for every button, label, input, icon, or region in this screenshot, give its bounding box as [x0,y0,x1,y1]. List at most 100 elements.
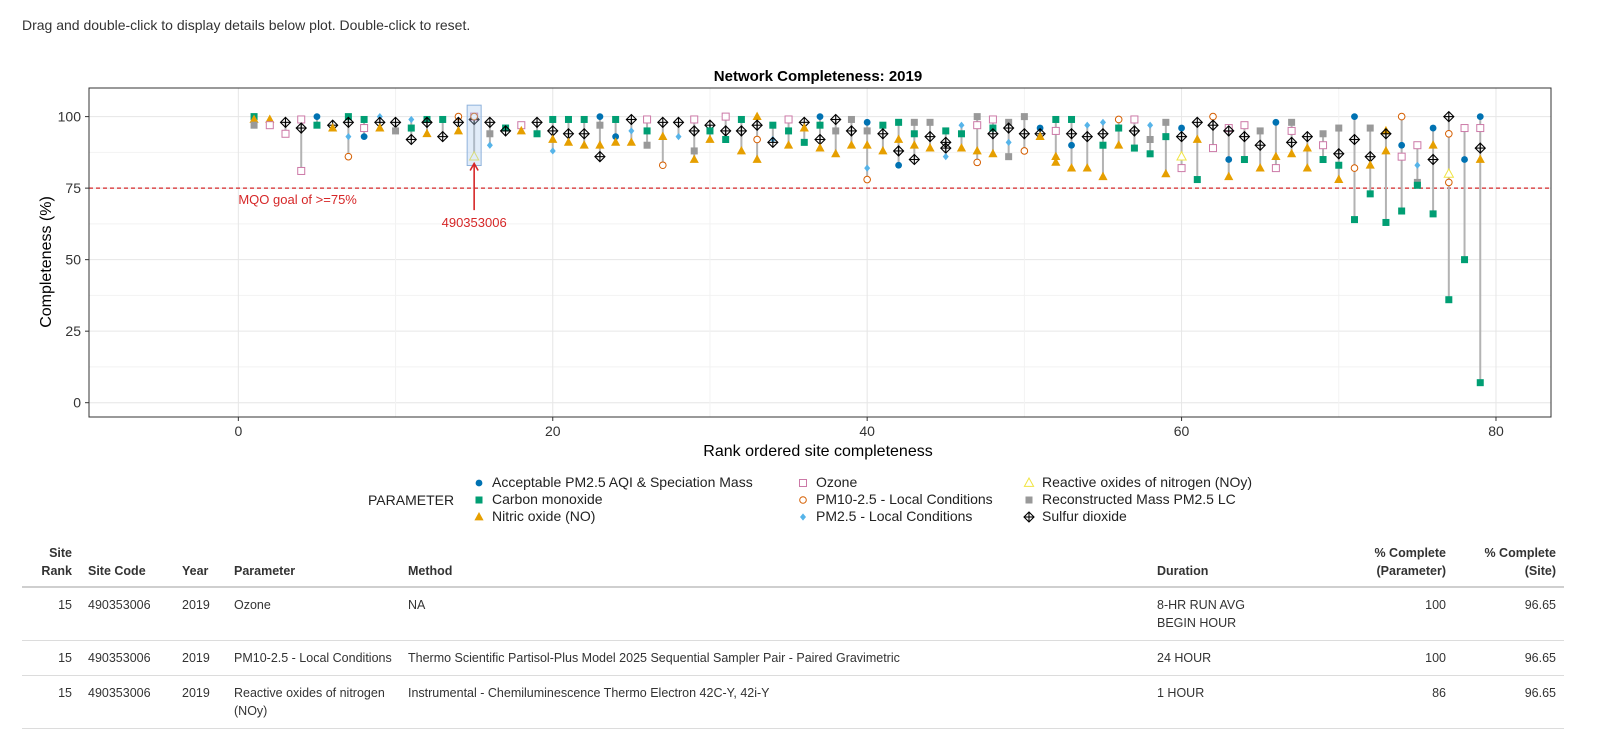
point-ozone[interactable] [988,115,997,124]
point-carbon-monoxide[interactable] [895,118,903,126]
point-nitric-oxide-no[interactable] [1271,151,1281,161]
point-carbon-monoxide[interactable] [612,115,620,123]
point-reactive-oxides-of-nitrogen-noy[interactable] [1443,167,1455,178]
point-acceptable-pm2-5-aqi-speciation-mass[interactable] [1272,118,1280,126]
point-carbon-monoxide[interactable] [910,130,918,138]
point-nitric-oxide-no[interactable] [1255,163,1265,172]
point-ozone[interactable] [1397,152,1406,161]
point-sulfur-dioxide[interactable] [578,127,590,140]
point-carbon-monoxide[interactable] [1115,124,1123,132]
point-nitric-oxide-no[interactable] [1051,157,1061,166]
point-pm10-2-5-local-conditions[interactable] [1350,164,1359,172]
point-sulfur-dioxide[interactable] [1207,119,1219,131]
point-ozone[interactable] [360,124,369,133]
point-sulfur-dioxide[interactable] [342,116,355,129]
point-ozone[interactable] [721,112,730,121]
point-nitric-oxide-no[interactable] [658,131,668,141]
point-pm10-2-5-local-conditions[interactable] [470,112,478,121]
point-nitric-oxide-no[interactable] [1192,134,1202,143]
selection-box[interactable] [466,104,482,167]
point-sulfur-dioxide[interactable] [1474,142,1487,154]
point-nitric-oxide-no[interactable] [1475,154,1485,163]
point-carbon-monoxide[interactable] [1476,379,1484,387]
point-sulfur-dioxide[interactable] [1348,133,1361,146]
point-nitric-oxide-no[interactable] [1114,140,1124,149]
point-nitric-oxide-no[interactable] [831,148,841,158]
point-nitric-oxide-no[interactable] [1365,160,1375,169]
point-ozone[interactable] [1240,121,1249,130]
point-acceptable-pm2-5-aqi-speciation-mass[interactable] [1225,156,1233,163]
point-nitric-oxide-no[interactable] [689,154,699,163]
point-nitric-oxide-no[interactable] [878,145,888,155]
completeness-plot[interactable]: Network Completeness: 2019 MQO goal of >… [0,55,1607,467]
point-sulfur-dioxide[interactable] [1380,127,1392,140]
point-acceptable-pm2-5-aqi-speciation-mass[interactable] [1351,113,1358,121]
point-carbon-monoxide[interactable] [942,127,950,135]
legend-marker[interactable] [475,496,483,503]
point-carbon-monoxide[interactable] [1429,210,1437,218]
legend-marker[interactable] [475,479,483,486]
header-pct-site[interactable]: % Complete (Site) [1454,544,1564,588]
point-ozone[interactable] [265,121,274,130]
point-nitric-oxide-no[interactable] [815,143,825,152]
point-reconstructed-mass-pm2-5-lc[interactable] [847,115,855,123]
point-carbon-monoxide[interactable] [816,121,824,129]
point-sulfur-dioxide[interactable] [1191,116,1204,129]
point-nitric-oxide-no[interactable] [422,128,432,138]
point-carbon-monoxide[interactable] [580,115,588,123]
point-sulfur-dioxide[interactable] [829,113,842,126]
point-ozone[interactable] [1476,124,1485,133]
point-nitric-oxide-no[interactable] [1035,131,1045,141]
point-pm10-2-5-local-conditions[interactable] [973,158,982,167]
point-carbon-monoxide[interactable] [769,121,777,129]
point-nitric-oxide-no[interactable] [799,123,809,132]
point-pm10-2-5-local-conditions[interactable] [753,135,761,144]
point-ozone[interactable] [973,121,982,130]
point-ozone[interactable] [297,166,306,175]
point-ozone[interactable] [1209,144,1218,153]
point-reconstructed-mass-pm2-5-lc[interactable] [1366,124,1374,132]
point-carbon-monoxide[interactable] [1162,133,1170,141]
point-carbon-monoxide[interactable] [1350,216,1358,224]
point-sulfur-dioxide[interactable] [751,119,763,131]
point-carbon-monoxide[interactable] [785,127,793,135]
point-nitric-oxide-no[interactable] [925,143,935,152]
point-carbon-monoxide[interactable] [879,121,887,129]
point-sulfur-dioxide[interactable] [1254,139,1266,151]
point-ozone[interactable] [690,115,699,124]
point-reconstructed-mass-pm2-5-lc[interactable] [690,147,698,155]
point-acceptable-pm2-5-aqi-speciation-mass[interactable] [895,161,903,169]
point-nitric-oxide-no[interactable] [1098,171,1108,181]
point-reconstructed-mass-pm2-5-lc[interactable] [596,121,604,129]
point-sulfur-dioxide[interactable] [1238,130,1251,143]
point-nitric-oxide-no[interactable] [988,148,998,158]
point-carbon-monoxide[interactable] [360,115,368,123]
point-sulfur-dioxide[interactable] [531,116,543,129]
point-ozone[interactable] [1177,164,1186,173]
point-pm2-5-local-conditions[interactable] [864,164,871,172]
point-acceptable-pm2-5-aqi-speciation-mass[interactable] [313,113,321,121]
legend-marker[interactable] [800,512,806,521]
point-nitric-oxide-no[interactable] [249,114,259,123]
point-nitric-oxide-no[interactable] [783,140,794,149]
point-nitric-oxide-no[interactable] [1224,171,1234,181]
point-carbon-monoxide[interactable] [722,135,730,143]
point-sulfur-dioxide[interactable] [892,145,905,157]
point-sulfur-dioxide[interactable] [421,116,433,129]
point-nitric-oxide-no[interactable] [595,140,605,149]
point-carbon-monoxide[interactable] [439,115,447,123]
header-duration[interactable]: Duration [1149,544,1321,588]
point-sulfur-dioxide[interactable] [1018,127,1031,140]
point-nitric-oxide-no[interactable] [1082,163,1092,172]
point-sulfur-dioxide[interactable] [1175,130,1188,143]
point-sulfur-dioxide[interactable] [1002,122,1015,134]
point-reconstructed-mass-pm2-5-lc[interactable] [910,118,918,126]
point-reconstructed-mass-pm2-5-lc[interactable] [392,127,400,135]
point-reactive-oxides-of-nitrogen-noy[interactable] [468,150,480,161]
point-nitric-oxide-no[interactable] [1428,140,1438,149]
point-sulfur-dioxide[interactable] [924,130,936,143]
point-pm10-2-5-local-conditions[interactable] [344,152,353,161]
point-sulfur-dioxide[interactable] [1332,148,1345,160]
point-reconstructed-mass-pm2-5-lc[interactable] [1335,124,1343,132]
header-pct-parameter[interactable]: % Complete (Parameter) [1321,544,1454,588]
